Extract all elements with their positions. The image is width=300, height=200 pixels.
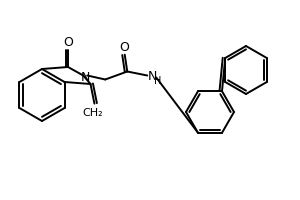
- Text: H: H: [154, 76, 161, 86]
- Text: O: O: [119, 41, 129, 54]
- Text: N: N: [148, 70, 157, 83]
- Text: O: O: [63, 36, 73, 49]
- Text: N: N: [81, 71, 90, 84]
- Text: CH₂: CH₂: [82, 108, 103, 118]
